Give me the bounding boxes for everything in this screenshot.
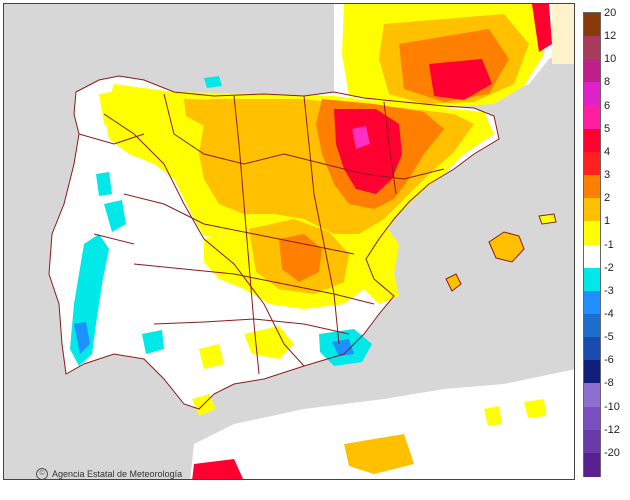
africa-land <box>190 369 574 479</box>
legend-swatch <box>584 198 600 223</box>
legend-swatch <box>584 13 600 37</box>
legend-swatch <box>584 105 600 130</box>
legend-swatch <box>584 244 600 269</box>
africa-red <box>192 459 244 479</box>
legend-label: 4 <box>604 145 611 158</box>
france-red <box>429 59 492 100</box>
legend-label: -3 <box>604 284 614 297</box>
legend-swatch <box>584 221 600 246</box>
legend-label: -6 <box>604 354 614 367</box>
legend-swatch <box>584 82 600 107</box>
legend-swatch <box>584 151 600 176</box>
west-blue <box>74 322 90 354</box>
legend-label: -1 <box>604 238 614 251</box>
legend-swatch <box>584 406 600 431</box>
legend-swatch <box>584 383 600 408</box>
legend-swatch <box>584 313 600 338</box>
legend-label: 6 <box>604 99 611 112</box>
legend-label: 8 <box>604 76 611 89</box>
france-pale-strip <box>552 4 574 64</box>
north-cyan <box>204 76 222 88</box>
province-borders <box>48 75 500 410</box>
legend-label: 5 <box>604 122 611 135</box>
legend-swatch <box>584 337 600 362</box>
ebro-red <box>334 109 402 194</box>
legend-label: -12 <box>604 423 620 436</box>
legend-swatch <box>584 429 600 454</box>
anomaly-map <box>4 4 574 479</box>
map-frame: © Agencia Estatal de Meteorología tiempo <box>3 3 575 480</box>
watermark: tiempo <box>509 460 552 475</box>
legend-swatch <box>584 452 600 477</box>
menorca <box>539 214 556 224</box>
legend-label: 10 <box>604 53 617 66</box>
legend-swatch <box>584 175 600 200</box>
legend-swatch <box>584 360 600 385</box>
map-credit: © Agencia Estatal de Meteorología <box>36 468 183 479</box>
island-borders <box>445 213 557 292</box>
legend-swatch <box>584 290 600 315</box>
legend-label: -4 <box>604 307 614 320</box>
legend-label: 1 <box>604 215 611 228</box>
legend-label: -10 <box>604 400 620 413</box>
northwest-cyan <box>96 172 112 196</box>
africa-yellow <box>484 406 502 426</box>
legend-label: -8 <box>604 377 614 390</box>
copyright-icon: © <box>36 468 48 479</box>
france-red-east <box>532 4 552 52</box>
africa-yellow-2 <box>524 399 546 418</box>
legend-swatch <box>584 36 600 61</box>
south-yellow-2 <box>199 344 224 369</box>
galicia-yellow <box>99 88 154 139</box>
legend-label: 12 <box>604 30 617 43</box>
legend-swatch <box>584 267 600 292</box>
legend-label: -2 <box>604 261 614 274</box>
legend-label: 20 <box>604 7 617 19</box>
valencia-yellow <box>354 224 399 304</box>
legend-swatch <box>584 59 600 84</box>
credit-text: Agencia Estatal de Meteorología <box>52 469 183 479</box>
southwest-cyan <box>142 330 164 354</box>
southeast-blue <box>332 339 354 356</box>
legend-label: 2 <box>604 192 611 205</box>
portugal-cyan <box>104 200 126 232</box>
color-legend <box>583 12 601 477</box>
center-orange <box>279 234 322 282</box>
legend-label: -20 <box>604 446 620 459</box>
ebro-magenta <box>352 126 370 149</box>
south-yellow-3 <box>192 394 216 416</box>
legend-label: -5 <box>604 331 614 344</box>
legend-label: 3 <box>604 169 611 182</box>
cantabria-amber <box>184 99 229 126</box>
legend-swatch <box>584 128 600 153</box>
africa-amber <box>344 434 414 474</box>
mallorca <box>489 232 524 262</box>
